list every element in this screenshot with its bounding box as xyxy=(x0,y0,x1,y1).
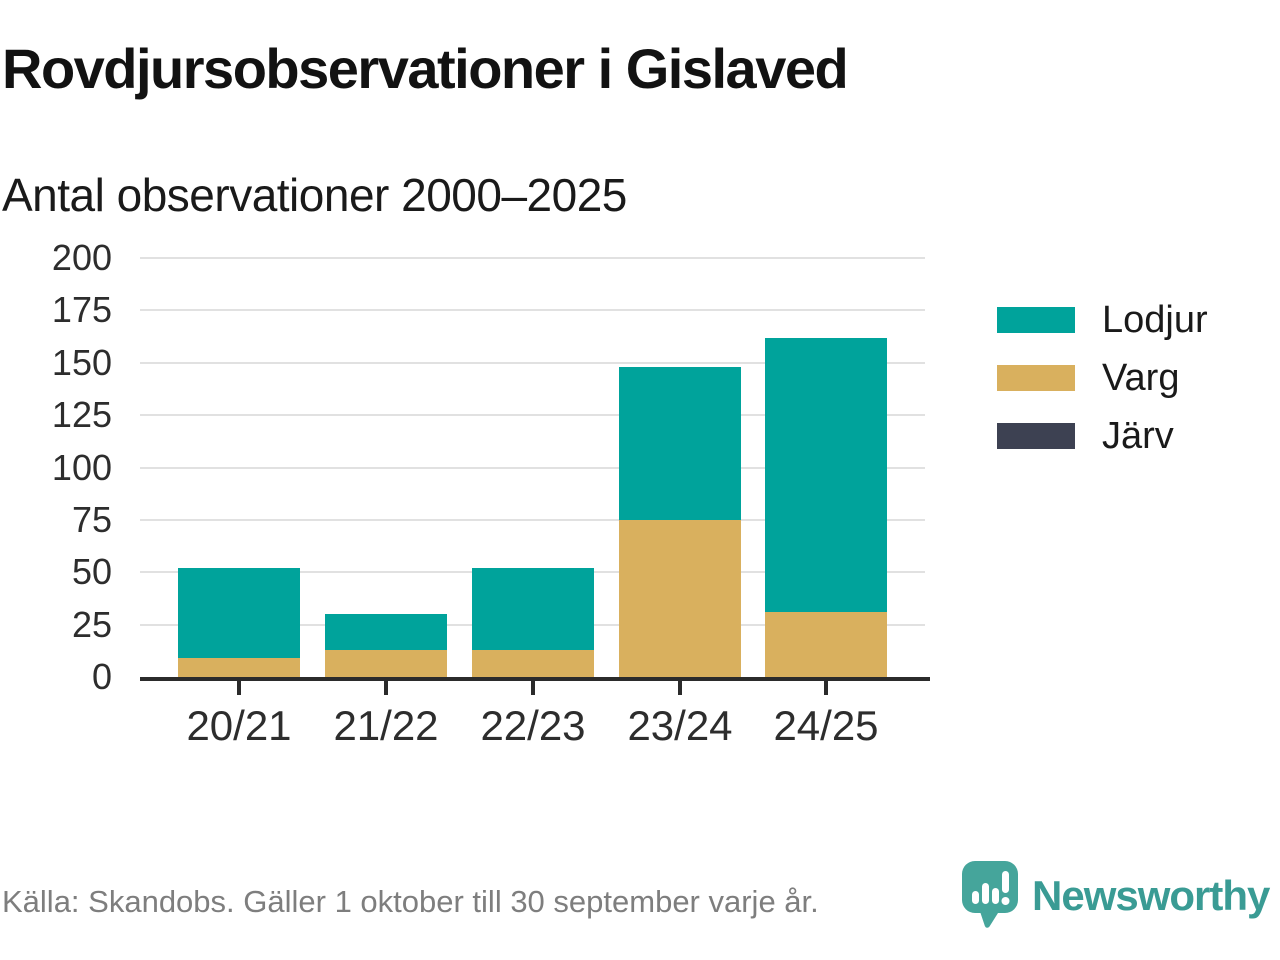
legend-swatch-lodjur xyxy=(997,307,1075,333)
bar-segment-lodjur-24-25 xyxy=(765,337,887,613)
gridline xyxy=(140,309,925,312)
bar-segment-varg-20-21 xyxy=(178,658,300,677)
gridline xyxy=(140,518,925,521)
gridline xyxy=(140,257,925,259)
plot-area xyxy=(140,257,930,677)
y-tick-label: 150 xyxy=(51,341,112,383)
x-tick xyxy=(237,681,241,695)
newsworthy-wordmark: Newsworthy xyxy=(1032,872,1270,919)
y-tick-label: 25 xyxy=(71,603,112,645)
legend-item-lodjur: Lodjur xyxy=(997,298,1208,342)
y-tick-label: 175 xyxy=(51,289,112,331)
legend-item-varg: Varg xyxy=(997,356,1208,400)
y-tick-label: 200 xyxy=(51,237,112,278)
legend-label: Varg xyxy=(1102,356,1180,399)
x-tick xyxy=(678,681,682,695)
bar-segment-lodjur-20-21 xyxy=(178,568,300,659)
chart-title: Rovdjursobservationer i Gislaved xyxy=(2,37,849,100)
legend-swatch-varg xyxy=(997,365,1075,391)
y-tick-label: 125 xyxy=(51,394,112,436)
legend-swatch-järv xyxy=(997,423,1075,449)
source-note: Källa: Skandobs. Gäller 1 oktober till 3… xyxy=(2,884,819,919)
y-tick-label: 100 xyxy=(51,446,112,488)
bar-segment-varg-24-25 xyxy=(765,612,887,677)
y-tick-label: 50 xyxy=(71,551,112,593)
y-tick-label: 0 xyxy=(91,656,112,697)
legend-label: Lodjur xyxy=(1102,298,1208,341)
newsworthy-logo-icon xyxy=(962,861,1018,928)
bar-segment-varg-23-24 xyxy=(619,519,741,677)
x-tick xyxy=(531,681,535,695)
bar-segment-lodjur-23-24 xyxy=(619,366,741,520)
legend: Lodjur Varg Järv xyxy=(997,298,1208,472)
bar-segment-varg-22-23 xyxy=(472,649,594,677)
x-tick xyxy=(824,681,828,695)
x-axis-line xyxy=(140,677,930,681)
y-axis-labels: 0 25 50 75 100 125 150 175 200 xyxy=(0,237,112,697)
x-tick-label: 23/24 xyxy=(627,702,733,749)
bar-segment-varg-21-22 xyxy=(325,649,447,677)
x-tick-label: 21/22 xyxy=(333,702,439,749)
x-tick-label: 22/23 xyxy=(480,702,586,749)
y-tick-label: 75 xyxy=(71,498,112,540)
bar-segment-lodjur-21-22 xyxy=(325,614,447,650)
gridline xyxy=(140,414,925,417)
bar-segment-lodjur-22-23 xyxy=(472,568,594,650)
gridline xyxy=(140,466,925,469)
x-tick-label: 20/21 xyxy=(186,702,292,749)
x-tick-label: 24/25 xyxy=(773,702,879,749)
legend-label: Järv xyxy=(1102,414,1174,457)
legend-item-järv: Järv xyxy=(997,414,1208,458)
gridline xyxy=(140,361,925,364)
x-tick xyxy=(384,681,388,695)
chart-subtitle: Antal observationer 2000–2025 xyxy=(2,169,627,221)
